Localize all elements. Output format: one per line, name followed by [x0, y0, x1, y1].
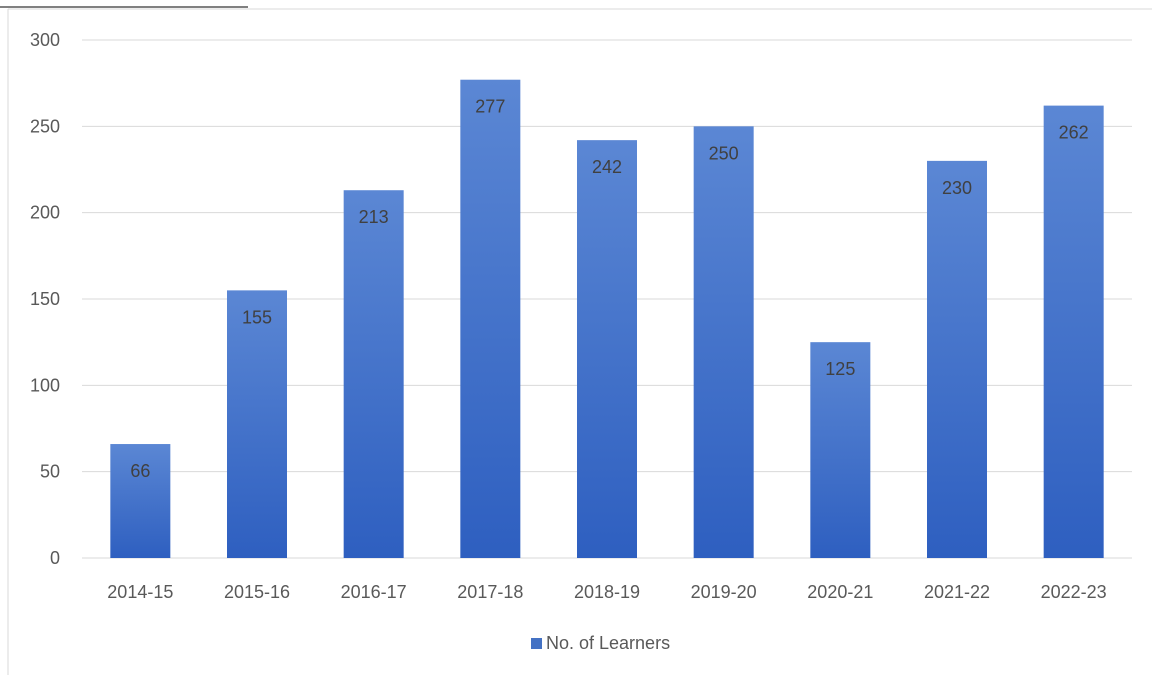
x-tick-label: 2022-23 [1041, 582, 1107, 602]
x-tick-label: 2015-16 [224, 582, 290, 602]
x-tick-label: 2017-18 [457, 582, 523, 602]
data-label-2016-17: 213 [359, 207, 389, 227]
y-axis-ticks: 0 50 100 150 200 250 300 [30, 30, 60, 568]
y-tick-label: 300 [30, 30, 60, 50]
x-tick-label: 2021-22 [924, 582, 990, 602]
bar-2015-16 [227, 290, 287, 558]
data-label-2017-18: 277 [475, 97, 505, 117]
bars: 66 155 213 277 242 250 125 230 262 [110, 80, 1103, 558]
x-tick-label: 2016-17 [341, 582, 407, 602]
data-label-2021-22: 230 [942, 178, 972, 198]
y-tick-label: 250 [30, 116, 60, 136]
y-tick-label: 150 [30, 289, 60, 309]
bar-2019-20 [694, 126, 754, 558]
bar-2021-22 [927, 161, 987, 558]
y-tick-label: 200 [30, 203, 60, 223]
data-label-2019-20: 250 [709, 143, 739, 163]
x-tick-label: 2018-19 [574, 582, 640, 602]
bar-2022-23 [1044, 106, 1104, 558]
y-tick-label: 0 [50, 548, 60, 568]
data-label-2015-16: 155 [242, 307, 272, 327]
data-label-2018-19: 242 [592, 157, 622, 177]
x-axis-ticks: 2014-15 2015-16 2016-17 2017-18 2018-19 2019-… [107, 582, 1106, 602]
data-label-2014-15: 66 [130, 461, 150, 481]
bar-2016-17 [344, 190, 404, 558]
legend: No. of Learners [531, 633, 670, 653]
x-tick-label: 2020-21 [807, 582, 873, 602]
x-tick-label: 2014-15 [107, 582, 173, 602]
data-label-2022-23: 262 [1059, 123, 1089, 143]
legend-swatch [531, 638, 542, 649]
y-tick-label: 100 [30, 375, 60, 395]
data-label-2020-21: 125 [825, 359, 855, 379]
legend-label: No. of Learners [546, 633, 670, 653]
y-tick-label: 50 [40, 462, 60, 482]
bar-2017-18 [460, 80, 520, 558]
bar-2018-19 [577, 140, 637, 558]
x-tick-label: 2019-20 [691, 582, 757, 602]
